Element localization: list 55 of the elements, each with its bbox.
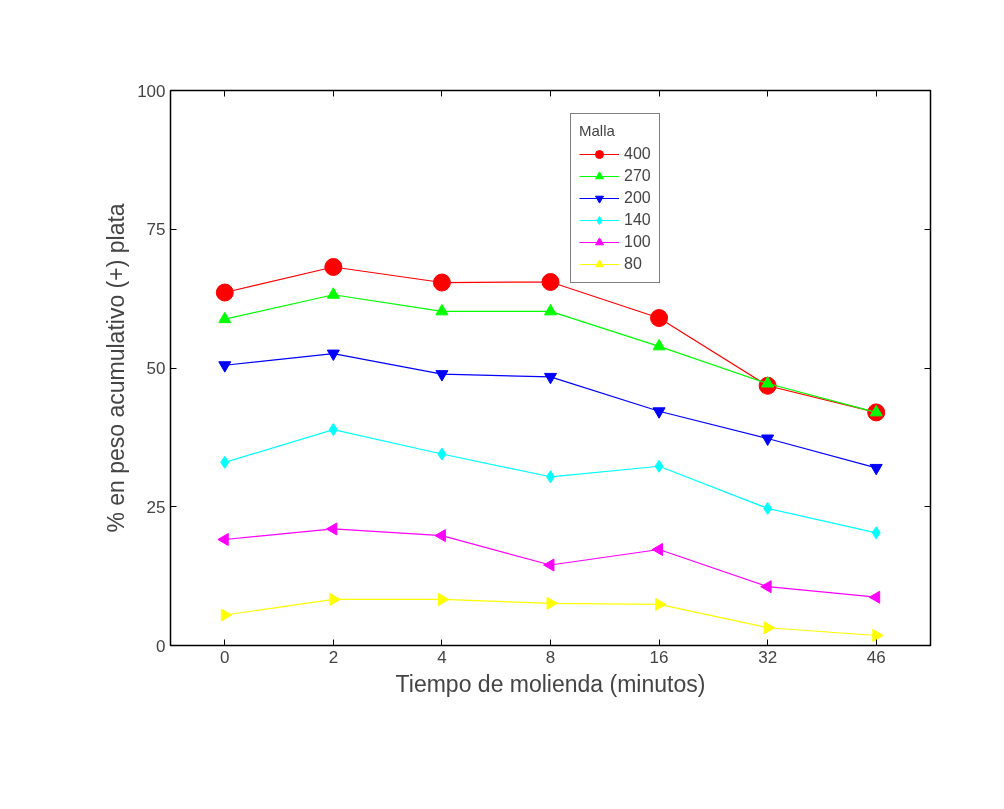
y-tick-label: 75 [146,220,166,240]
point [329,592,341,606]
point [432,273,451,292]
x-tick-label: 46 [866,647,886,667]
y-axis-title: % en peso acumulativo (+) plata [103,203,130,533]
point [546,596,558,610]
point [437,592,450,606]
legend-label: 140 [624,211,651,229]
point [761,434,775,446]
point [220,455,230,469]
x-tick-label: 32 [758,647,778,667]
x-tick-label: 4 [437,647,447,667]
point [650,309,669,328]
point [220,608,233,622]
legend-label: 400 [624,145,651,163]
point [434,529,446,543]
point [325,522,338,536]
point [544,372,557,385]
point [326,349,340,361]
x-axis-title: Tiempo de molienda (minutos) [395,670,706,697]
point [328,423,338,437]
y-tick-label: 100 [137,81,166,101]
legend-label: 80 [624,255,643,273]
x-tick-label: 16 [649,647,669,667]
point [871,526,881,540]
point [217,532,229,546]
legend-label: 100 [624,233,651,251]
point [652,407,666,419]
point [544,303,557,316]
point [872,629,884,643]
point [651,542,664,556]
y-tick-label: 25 [146,497,166,517]
legend-title: Malla [579,122,616,139]
point [763,501,773,515]
point [763,621,776,635]
point [215,283,234,302]
point [324,258,343,276]
point [654,459,664,473]
point [760,580,772,594]
x-tick-label: 0 [220,647,230,667]
legend-label: 270 [624,167,651,185]
point [541,272,560,291]
x-tick-label: 8 [545,647,556,667]
point [652,338,666,351]
x-tick-label: 2 [328,647,339,667]
point [435,303,449,316]
point [868,590,881,604]
point [869,463,883,476]
point [437,447,447,461]
point [326,287,340,299]
point [218,311,232,324]
point [543,558,555,572]
point [655,597,667,611]
legend-label: 200 [624,189,651,207]
y-tick-label: 50 [146,359,166,378]
